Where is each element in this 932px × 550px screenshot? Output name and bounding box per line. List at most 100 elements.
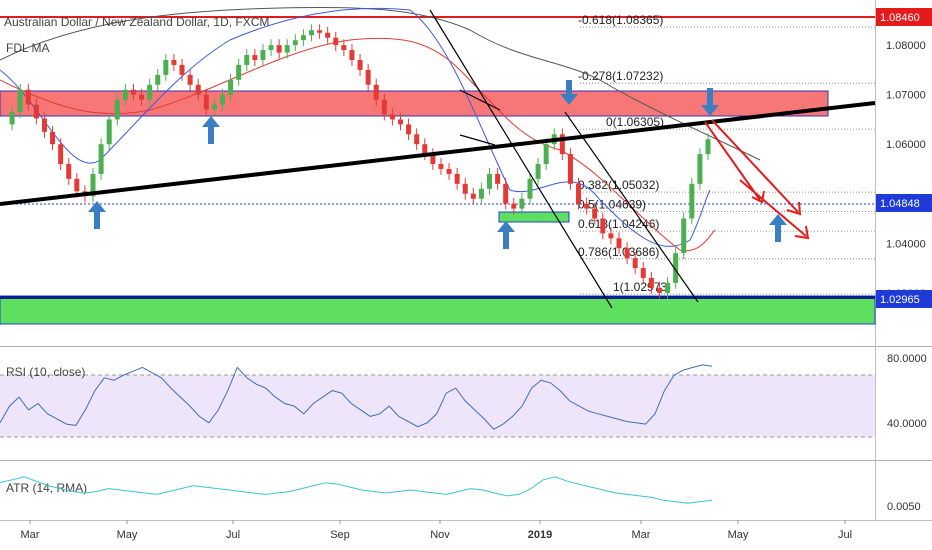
candle-body xyxy=(608,233,614,239)
candle-body xyxy=(195,84,201,95)
candle-body xyxy=(495,173,501,184)
candle-body xyxy=(705,139,711,155)
candle-body xyxy=(268,45,274,51)
fdl-ma-long xyxy=(0,6,761,161)
candle-body xyxy=(211,104,217,110)
candle-body xyxy=(656,287,662,293)
arrow-up-icon xyxy=(202,116,220,144)
channel-line-upper xyxy=(429,9,613,309)
candle-body xyxy=(163,60,169,75)
candle-body xyxy=(106,119,112,145)
time-tick-label: Mar xyxy=(632,529,651,541)
candle-body xyxy=(478,188,484,199)
candle-body xyxy=(349,50,355,61)
chart-title: Australian Dollar / New Zealand Dollar, … xyxy=(4,15,269,29)
candle-body xyxy=(576,183,582,204)
candle-body xyxy=(122,89,128,100)
candle-body xyxy=(276,45,282,53)
time-tick-label: Jul xyxy=(838,529,852,541)
time-tick-label: 2019 xyxy=(528,529,552,541)
candle-body xyxy=(333,37,339,46)
candle-body xyxy=(503,183,509,204)
candle-body xyxy=(74,178,80,192)
candle-body xyxy=(341,45,347,51)
major-trendline xyxy=(0,101,876,206)
candle-body xyxy=(592,208,598,219)
candle-body xyxy=(624,248,630,259)
fibonacci-levels: -0.618(1.08365)-0.278(1.07232)0(1.06305)… xyxy=(578,13,875,295)
candle-body xyxy=(398,119,404,125)
candle-body xyxy=(284,45,290,53)
candle-body xyxy=(244,55,250,65)
atr-line xyxy=(0,476,713,504)
candle-body xyxy=(567,154,573,184)
candle-body xyxy=(381,99,387,115)
price-tick-label: 1.08000 xyxy=(886,40,926,52)
rsi-tick: 80.0000 xyxy=(887,353,927,365)
candle-body xyxy=(308,30,314,36)
price-tick-label: 1.06000 xyxy=(886,139,926,151)
candle-body xyxy=(17,89,23,113)
candles xyxy=(9,24,711,299)
candle-body xyxy=(58,144,64,165)
candle-body xyxy=(681,218,687,254)
price-tick-label: 1.04000 xyxy=(886,238,926,250)
candle-body xyxy=(50,131,56,145)
arrow-down-icon xyxy=(560,80,578,105)
candle-body xyxy=(228,79,234,95)
candle-body xyxy=(414,134,420,145)
candle-body xyxy=(325,32,331,38)
candle-body xyxy=(365,69,371,85)
candle-body xyxy=(462,183,468,194)
svg-text:1.04848: 1.04848 xyxy=(880,198,920,210)
candle-body xyxy=(357,60,363,70)
projection-arrows xyxy=(704,119,810,240)
price-label-top: 1.08460 xyxy=(876,8,932,26)
time-tick-label: May xyxy=(117,529,138,541)
price-tick-label: 1.07000 xyxy=(886,90,926,102)
candle-body xyxy=(665,282,671,293)
support-zone xyxy=(0,295,876,325)
candle-body xyxy=(438,164,444,169)
candle-body xyxy=(147,84,153,100)
fib-label: 0.382(1.05032) xyxy=(578,178,659,192)
time-tick-label: Jul xyxy=(226,529,240,541)
candle-body xyxy=(317,30,323,33)
candle-body xyxy=(454,173,460,184)
candle-body xyxy=(25,89,31,105)
rsi-label: RSI (10, close) xyxy=(6,365,85,379)
candle-body xyxy=(300,35,306,41)
time-tick-label: Mar xyxy=(21,529,40,541)
candle-body xyxy=(697,154,703,184)
time-axis: Mar May Jul Sep Nov 2019 Mar May Jul xyxy=(21,520,852,541)
arrow-up-icon xyxy=(769,214,787,242)
fib-label: 1(1.02973) xyxy=(613,280,671,294)
price-label-current: 1.04848 xyxy=(876,194,932,212)
candle-body xyxy=(90,173,96,197)
time-tick-label: May xyxy=(728,529,749,541)
candle-body xyxy=(292,40,298,46)
candle-body xyxy=(139,94,145,100)
fib-label: 0.618(1.04246) xyxy=(578,217,659,231)
channel-line-lower xyxy=(564,111,699,303)
candle-body xyxy=(179,64,185,75)
candle-body xyxy=(511,203,517,209)
candle-body xyxy=(41,118,47,132)
candle-body xyxy=(155,74,161,85)
arrow-up-icon xyxy=(497,221,515,249)
atr-label: ATR (14, RMA) xyxy=(6,481,87,495)
time-tick-label: Sep xyxy=(330,529,350,541)
candle-body xyxy=(470,193,476,199)
price-label-bottom: 1.02965 xyxy=(876,290,932,308)
candle-body xyxy=(535,164,541,179)
channel-line-short xyxy=(459,89,501,111)
candle-body xyxy=(203,94,209,110)
candle-body xyxy=(260,50,266,61)
candle-body xyxy=(171,60,177,65)
candle-body xyxy=(236,64,242,80)
blue-arrows xyxy=(88,80,787,249)
rsi-tick: 40.0000 xyxy=(887,418,927,430)
candle-body xyxy=(446,168,452,174)
